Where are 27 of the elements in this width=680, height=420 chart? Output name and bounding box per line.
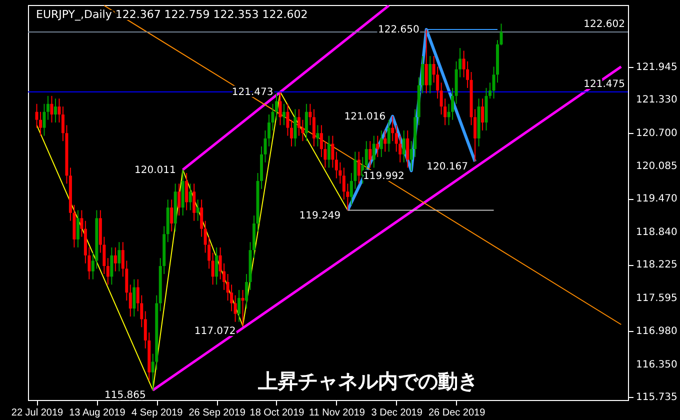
x-tick-label: 22 Jul 2019 — [11, 408, 64, 418]
y-tick-label: 121.945 — [636, 62, 678, 73]
ref-line-label: 122.602 — [584, 19, 625, 30]
y-tick-label: 116.350 — [636, 359, 678, 370]
x-tick-label: 4 Sep 2019 — [132, 408, 184, 418]
data-label: 115.865 — [104, 390, 146, 402]
y-tick-label: 121.330 — [636, 94, 678, 106]
data-label: 121.016 — [344, 111, 386, 122]
y-tick-label: 119.470 — [636, 194, 678, 205]
data-label: 120.167 — [426, 161, 468, 172]
x-tick-label: 3 Dec 2019 — [371, 408, 423, 418]
y-tick-label: 116.980 — [636, 326, 678, 337]
x-tick-label: 18 Oct 2019 — [250, 408, 305, 418]
data-label: 119.249 — [299, 210, 341, 222]
y-tick-label: 118.225 — [636, 260, 678, 271]
y-tick-label: 115.735 — [636, 392, 678, 404]
x-tick-label: 13 Aug 2019 — [69, 408, 126, 418]
y-tick-label: 120.085 — [636, 160, 678, 172]
annotation: 上昇チャネル内での動き — [257, 369, 478, 393]
x-tick-label: 26 Dec 2019 — [428, 408, 486, 418]
x-tick-label: 26 Sep 2019 — [188, 408, 246, 418]
y-tick-label: 117.595 — [636, 293, 678, 304]
y-tick-label: 118.840 — [636, 227, 678, 238]
x-tick-label: 11 Nov 2019 — [308, 408, 366, 418]
y-tick-label: 120.700 — [636, 128, 678, 140]
data-label: 120.011 — [134, 164, 176, 176]
data-label: 117.072 — [194, 326, 236, 337]
